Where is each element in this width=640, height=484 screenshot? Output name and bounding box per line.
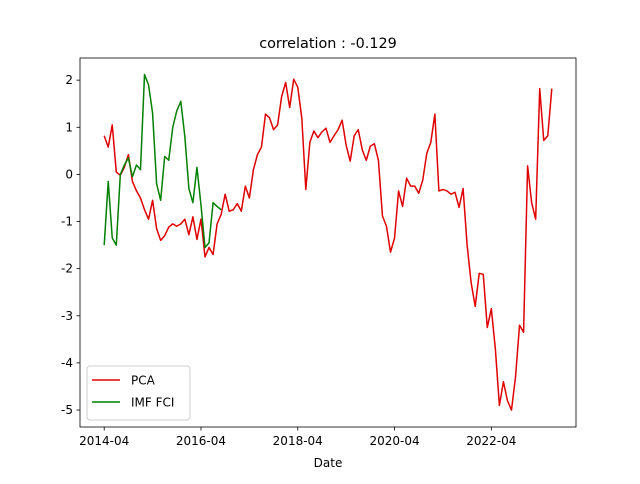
y-tick-label: 0	[65, 167, 73, 181]
x-tick-label: 2020-04	[369, 434, 419, 448]
x-tick-label: 2016-04	[176, 434, 226, 448]
y-tick-label: 1	[65, 120, 73, 134]
axes-frame	[79, 57, 577, 428]
y-tick-label: -1	[61, 215, 73, 229]
y-tick-label: -5	[61, 403, 73, 417]
legend-label: PCA	[131, 374, 156, 388]
x-tick-label: 2018-04	[273, 434, 323, 448]
line-series	[103, 73, 222, 249]
legend-label: IMF FCI	[131, 396, 174, 410]
x-tick-label: 2022-04	[466, 434, 516, 448]
y-tick-label: -2	[61, 262, 73, 276]
x-tick-label: 2014-04	[79, 434, 129, 448]
y-tick-label: 2	[65, 73, 73, 87]
y-tick-label: -4	[61, 356, 73, 370]
y-tick-label: -3	[61, 309, 73, 323]
chart-title: correlation : -0.129	[259, 36, 397, 52]
line-series	[103, 78, 553, 411]
x-axis-label: Date	[314, 456, 343, 470]
